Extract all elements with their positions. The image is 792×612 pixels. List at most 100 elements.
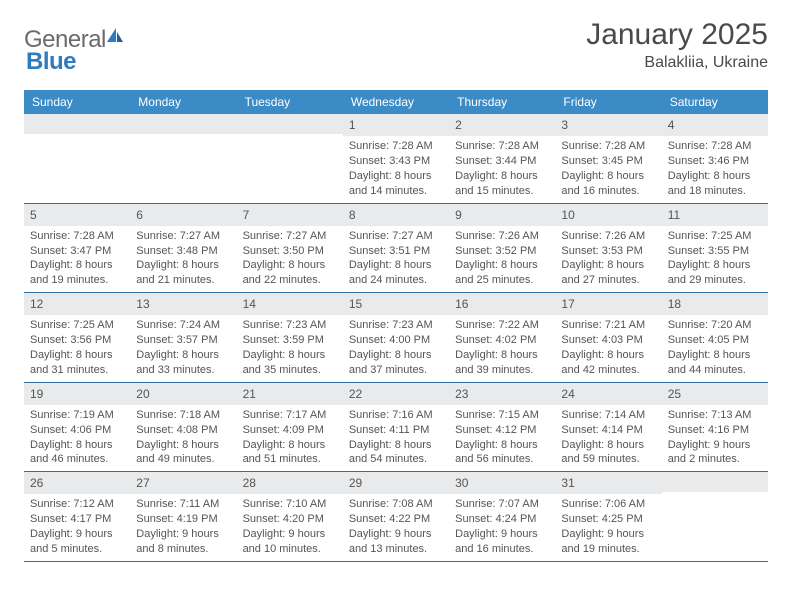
day-info-line: Sunrise: 7:28 AM: [455, 139, 549, 154]
day-body: Sunrise: 7:27 AMSunset: 3:48 PMDaylight:…: [130, 226, 236, 292]
day-info-line: Sunset: 3:59 PM: [243, 333, 337, 348]
day-number: 14: [237, 293, 343, 315]
day-info-line: Sunrise: 7:07 AM: [455, 497, 549, 512]
day-cell: 13Sunrise: 7:24 AMSunset: 3:57 PMDayligh…: [130, 293, 236, 382]
day-number: 6: [130, 204, 236, 226]
day-number: 24: [555, 383, 661, 405]
day-info-line: Sunset: 4:14 PM: [561, 423, 655, 438]
day-cell: 15Sunrise: 7:23 AMSunset: 4:00 PMDayligh…: [343, 293, 449, 382]
day-body: Sunrise: 7:21 AMSunset: 4:03 PMDaylight:…: [555, 315, 661, 381]
day-header-row: Sunday Monday Tuesday Wednesday Thursday…: [24, 90, 768, 114]
day-info-line: and 22 minutes.: [243, 273, 337, 288]
day-body: Sunrise: 7:13 AMSunset: 4:16 PMDaylight:…: [662, 405, 768, 471]
day-info-line: Sunrise: 7:24 AM: [136, 318, 230, 333]
day-info-line: and 15 minutes.: [455, 184, 549, 199]
week-row: 26Sunrise: 7:12 AMSunset: 4:17 PMDayligh…: [24, 472, 768, 562]
day-info-line: Daylight: 9 hours: [668, 438, 762, 453]
day-info-line: Sunrise: 7:27 AM: [243, 229, 337, 244]
day-info-line: Sunrise: 7:14 AM: [561, 408, 655, 423]
day-cell: 21Sunrise: 7:17 AMSunset: 4:09 PMDayligh…: [237, 383, 343, 472]
day-cell: 27Sunrise: 7:11 AMSunset: 4:19 PMDayligh…: [130, 472, 236, 561]
day-cell: [237, 114, 343, 203]
day-info-line: Sunset: 3:57 PM: [136, 333, 230, 348]
day-info-line: Daylight: 8 hours: [349, 258, 443, 273]
day-info-line: Daylight: 9 hours: [243, 527, 337, 542]
day-body: [130, 134, 236, 141]
day-info-line: Daylight: 8 hours: [136, 348, 230, 363]
day-number: 8: [343, 204, 449, 226]
day-info-line: and 54 minutes.: [349, 452, 443, 467]
day-number: 26: [24, 472, 130, 494]
day-body: [237, 134, 343, 141]
day-info-line: Daylight: 8 hours: [136, 438, 230, 453]
day-number: 11: [662, 204, 768, 226]
day-number: 15: [343, 293, 449, 315]
location-label: Balakliia, Ukraine: [586, 54, 768, 72]
day-body: Sunrise: 7:19 AMSunset: 4:06 PMDaylight:…: [24, 405, 130, 471]
day-info-line: Sunset: 3:53 PM: [561, 244, 655, 259]
day-cell: 8Sunrise: 7:27 AMSunset: 3:51 PMDaylight…: [343, 204, 449, 293]
day-cell: 28Sunrise: 7:10 AMSunset: 4:20 PMDayligh…: [237, 472, 343, 561]
dayhead-fri: Friday: [555, 90, 661, 114]
day-info-line: Sunrise: 7:28 AM: [668, 139, 762, 154]
day-number: [237, 114, 343, 134]
day-info-line: Sunrise: 7:28 AM: [30, 229, 124, 244]
day-body: Sunrise: 7:25 AMSunset: 3:55 PMDaylight:…: [662, 226, 768, 292]
dayhead-sat: Saturday: [662, 90, 768, 114]
day-number: 27: [130, 472, 236, 494]
day-cell: 3Sunrise: 7:28 AMSunset: 3:45 PMDaylight…: [555, 114, 661, 203]
day-info-line: Daylight: 8 hours: [455, 258, 549, 273]
day-cell: 9Sunrise: 7:26 AMSunset: 3:52 PMDaylight…: [449, 204, 555, 293]
day-number: 9: [449, 204, 555, 226]
day-cell: [130, 114, 236, 203]
month-title: January 2025: [586, 18, 768, 52]
day-info-line: Daylight: 8 hours: [349, 348, 443, 363]
day-info-line: and 39 minutes.: [455, 363, 549, 378]
day-number: 29: [343, 472, 449, 494]
day-number: 30: [449, 472, 555, 494]
day-cell: 10Sunrise: 7:26 AMSunset: 3:53 PMDayligh…: [555, 204, 661, 293]
day-body: Sunrise: 7:14 AMSunset: 4:14 PMDaylight:…: [555, 405, 661, 471]
day-cell: 4Sunrise: 7:28 AMSunset: 3:46 PMDaylight…: [662, 114, 768, 203]
day-body: Sunrise: 7:28 AMSunset: 3:44 PMDaylight:…: [449, 136, 555, 202]
day-info-line: Daylight: 9 hours: [561, 527, 655, 542]
day-body: Sunrise: 7:17 AMSunset: 4:09 PMDaylight:…: [237, 405, 343, 471]
day-info-line: Daylight: 8 hours: [243, 258, 337, 273]
day-info-line: Sunset: 4:19 PM: [136, 512, 230, 527]
day-info-line: Sunset: 4:00 PM: [349, 333, 443, 348]
day-info-line: Daylight: 8 hours: [243, 438, 337, 453]
day-info-line: and 44 minutes.: [668, 363, 762, 378]
day-info-line: Sunset: 4:09 PM: [243, 423, 337, 438]
day-info-line: Sunset: 4:22 PM: [349, 512, 443, 527]
week-row: 12Sunrise: 7:25 AMSunset: 3:56 PMDayligh…: [24, 293, 768, 383]
day-number: 12: [24, 293, 130, 315]
dayhead-wed: Wednesday: [343, 90, 449, 114]
day-body: Sunrise: 7:20 AMSunset: 4:05 PMDaylight:…: [662, 315, 768, 381]
day-body: Sunrise: 7:26 AMSunset: 3:52 PMDaylight:…: [449, 226, 555, 292]
day-number: 3: [555, 114, 661, 136]
day-number: 18: [662, 293, 768, 315]
day-body: Sunrise: 7:23 AMSunset: 4:00 PMDaylight:…: [343, 315, 449, 381]
day-info-line: and 10 minutes.: [243, 542, 337, 557]
day-body: Sunrise: 7:15 AMSunset: 4:12 PMDaylight:…: [449, 405, 555, 471]
day-cell: [24, 114, 130, 203]
day-cell: 12Sunrise: 7:25 AMSunset: 3:56 PMDayligh…: [24, 293, 130, 382]
day-cell: 30Sunrise: 7:07 AMSunset: 4:24 PMDayligh…: [449, 472, 555, 561]
day-body: Sunrise: 7:26 AMSunset: 3:53 PMDaylight:…: [555, 226, 661, 292]
day-cell: 20Sunrise: 7:18 AMSunset: 4:08 PMDayligh…: [130, 383, 236, 472]
day-info-line: and 46 minutes.: [30, 452, 124, 467]
day-info-line: and 33 minutes.: [136, 363, 230, 378]
day-body: Sunrise: 7:12 AMSunset: 4:17 PMDaylight:…: [24, 494, 130, 560]
day-number: 7: [237, 204, 343, 226]
day-cell: 7Sunrise: 7:27 AMSunset: 3:50 PMDaylight…: [237, 204, 343, 293]
day-info-line: Daylight: 8 hours: [455, 438, 549, 453]
day-body: Sunrise: 7:28 AMSunset: 3:43 PMDaylight:…: [343, 136, 449, 202]
day-body: Sunrise: 7:08 AMSunset: 4:22 PMDaylight:…: [343, 494, 449, 560]
day-info-line: and 13 minutes.: [349, 542, 443, 557]
day-info-line: and 56 minutes.: [455, 452, 549, 467]
day-info-line: Sunrise: 7:27 AM: [136, 229, 230, 244]
day-info-line: Sunset: 3:44 PM: [455, 154, 549, 169]
day-info-line: and 19 minutes.: [30, 273, 124, 288]
day-info-line: Daylight: 9 hours: [136, 527, 230, 542]
week-row: 5Sunrise: 7:28 AMSunset: 3:47 PMDaylight…: [24, 204, 768, 294]
